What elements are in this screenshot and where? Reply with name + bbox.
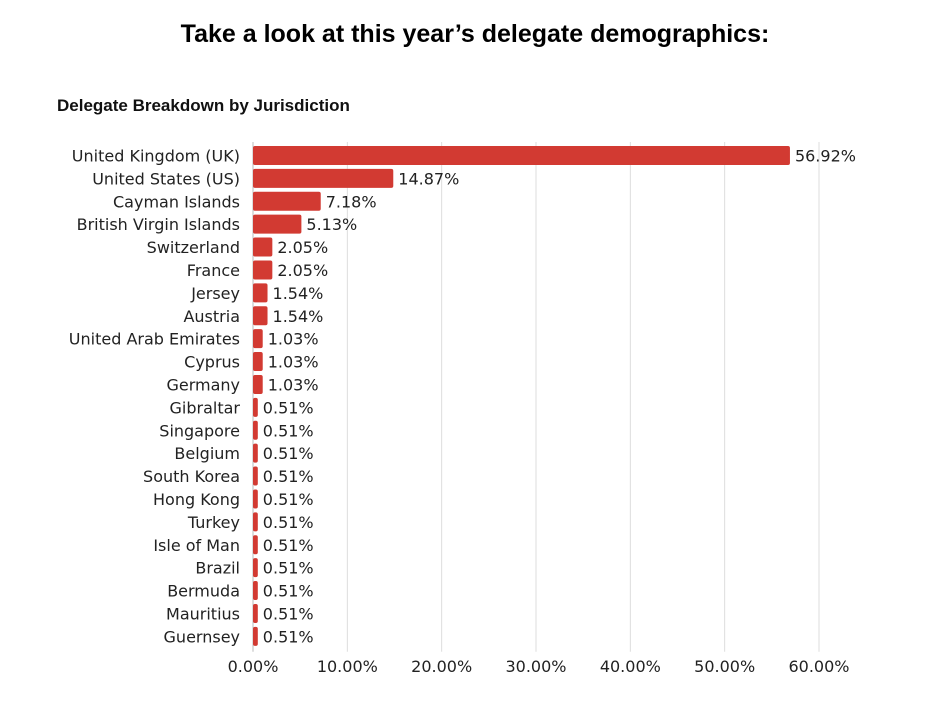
bar (253, 168, 394, 188)
category-label: United Arab Emirates (69, 330, 240, 349)
value-label: 56.92% (795, 146, 856, 165)
bar (253, 466, 258, 486)
value-label: 0.51% (263, 627, 314, 646)
bar (253, 352, 263, 372)
value-label: 0.51% (263, 398, 314, 417)
category-label: Cyprus (184, 353, 240, 372)
x-tick-label: 10.00% (317, 657, 378, 676)
category-label: Singapore (159, 421, 240, 440)
bar (253, 581, 258, 601)
bar (253, 420, 258, 440)
category-label: South Korea (143, 467, 240, 486)
bar (253, 535, 258, 555)
value-label: 2.05% (277, 238, 328, 257)
value-label: 0.51% (263, 559, 314, 578)
category-label: Germany (166, 375, 240, 394)
value-label: 0.51% (263, 490, 314, 509)
category-label: Isle of Man (153, 536, 240, 555)
category-label: United States (US) (92, 169, 240, 188)
value-label: 1.03% (268, 330, 319, 349)
bar (253, 443, 258, 463)
x-tick-label: 30.00% (505, 657, 566, 676)
category-label: British Virgin Islands (77, 215, 240, 234)
chart-title: Delegate Breakdown by Jurisdiction (57, 96, 350, 115)
category-label: Turkey (187, 513, 240, 532)
category-label: Belgium (174, 444, 240, 463)
value-label: 0.51% (263, 582, 314, 601)
page-heading: Take a look at this year’s delegate demo… (180, 20, 770, 48)
bar (253, 374, 263, 394)
category-label: United Kingdom (UK) (72, 146, 240, 165)
category-label: Guernsey (164, 627, 240, 646)
category-label: Gibraltar (170, 398, 241, 417)
value-label: 0.51% (263, 536, 314, 555)
value-label: 7.18% (326, 192, 377, 211)
bar (253, 489, 258, 509)
value-label: 0.51% (263, 444, 314, 463)
bar (253, 214, 302, 234)
value-labels: 56.92% 14.87% 7.18% 5.13% 2.05% 2.05% 1.54% 1.5… (263, 146, 856, 646)
bar (253, 626, 258, 646)
value-label: 0.51% (263, 421, 314, 440)
value-label: 1.54% (273, 307, 324, 326)
value-label: 0.51% (263, 513, 314, 532)
bar (253, 237, 273, 257)
value-label: 1.03% (268, 375, 319, 394)
x-tick-label: 0.00% (228, 657, 279, 676)
bar (253, 191, 321, 211)
value-label: 1.03% (268, 353, 319, 372)
category-label: Jersey (190, 284, 240, 303)
category-label: Bermuda (167, 582, 240, 601)
bar (253, 329, 263, 349)
category-label: Brazil (195, 559, 240, 578)
value-label: 0.51% (263, 467, 314, 486)
bar (253, 283, 268, 303)
category-label: Mauritius (166, 604, 240, 623)
bar (253, 603, 258, 623)
x-tick-label: 40.00% (600, 657, 661, 676)
bars (253, 145, 790, 646)
category-label: Hong Kong (153, 490, 240, 509)
bar (253, 145, 790, 165)
x-tick-label: 50.00% (694, 657, 755, 676)
value-label: 14.87% (398, 169, 459, 188)
category-label: Cayman Islands (113, 192, 240, 211)
x-axis-ticks: 0.00% 10.00% 20.00% 30.00% 40.00% 50.00% 60.00… (228, 657, 850, 676)
value-label: 5.13% (306, 215, 357, 234)
category-label: Austria (183, 307, 240, 326)
category-labels: United Kingdom (UK) United States (US) Cay… (69, 146, 241, 646)
value-label: 1.54% (273, 284, 324, 303)
bar (253, 397, 258, 417)
value-label: 2.05% (277, 261, 328, 280)
bar (253, 260, 273, 280)
bar (253, 558, 258, 578)
category-label: Switzerland (147, 238, 240, 257)
category-label: France (187, 261, 240, 280)
x-tick-label: 60.00% (788, 657, 849, 676)
bar (253, 306, 268, 326)
x-tick-label: 20.00% (411, 657, 472, 676)
value-label: 0.51% (263, 604, 314, 623)
bar (253, 512, 258, 532)
